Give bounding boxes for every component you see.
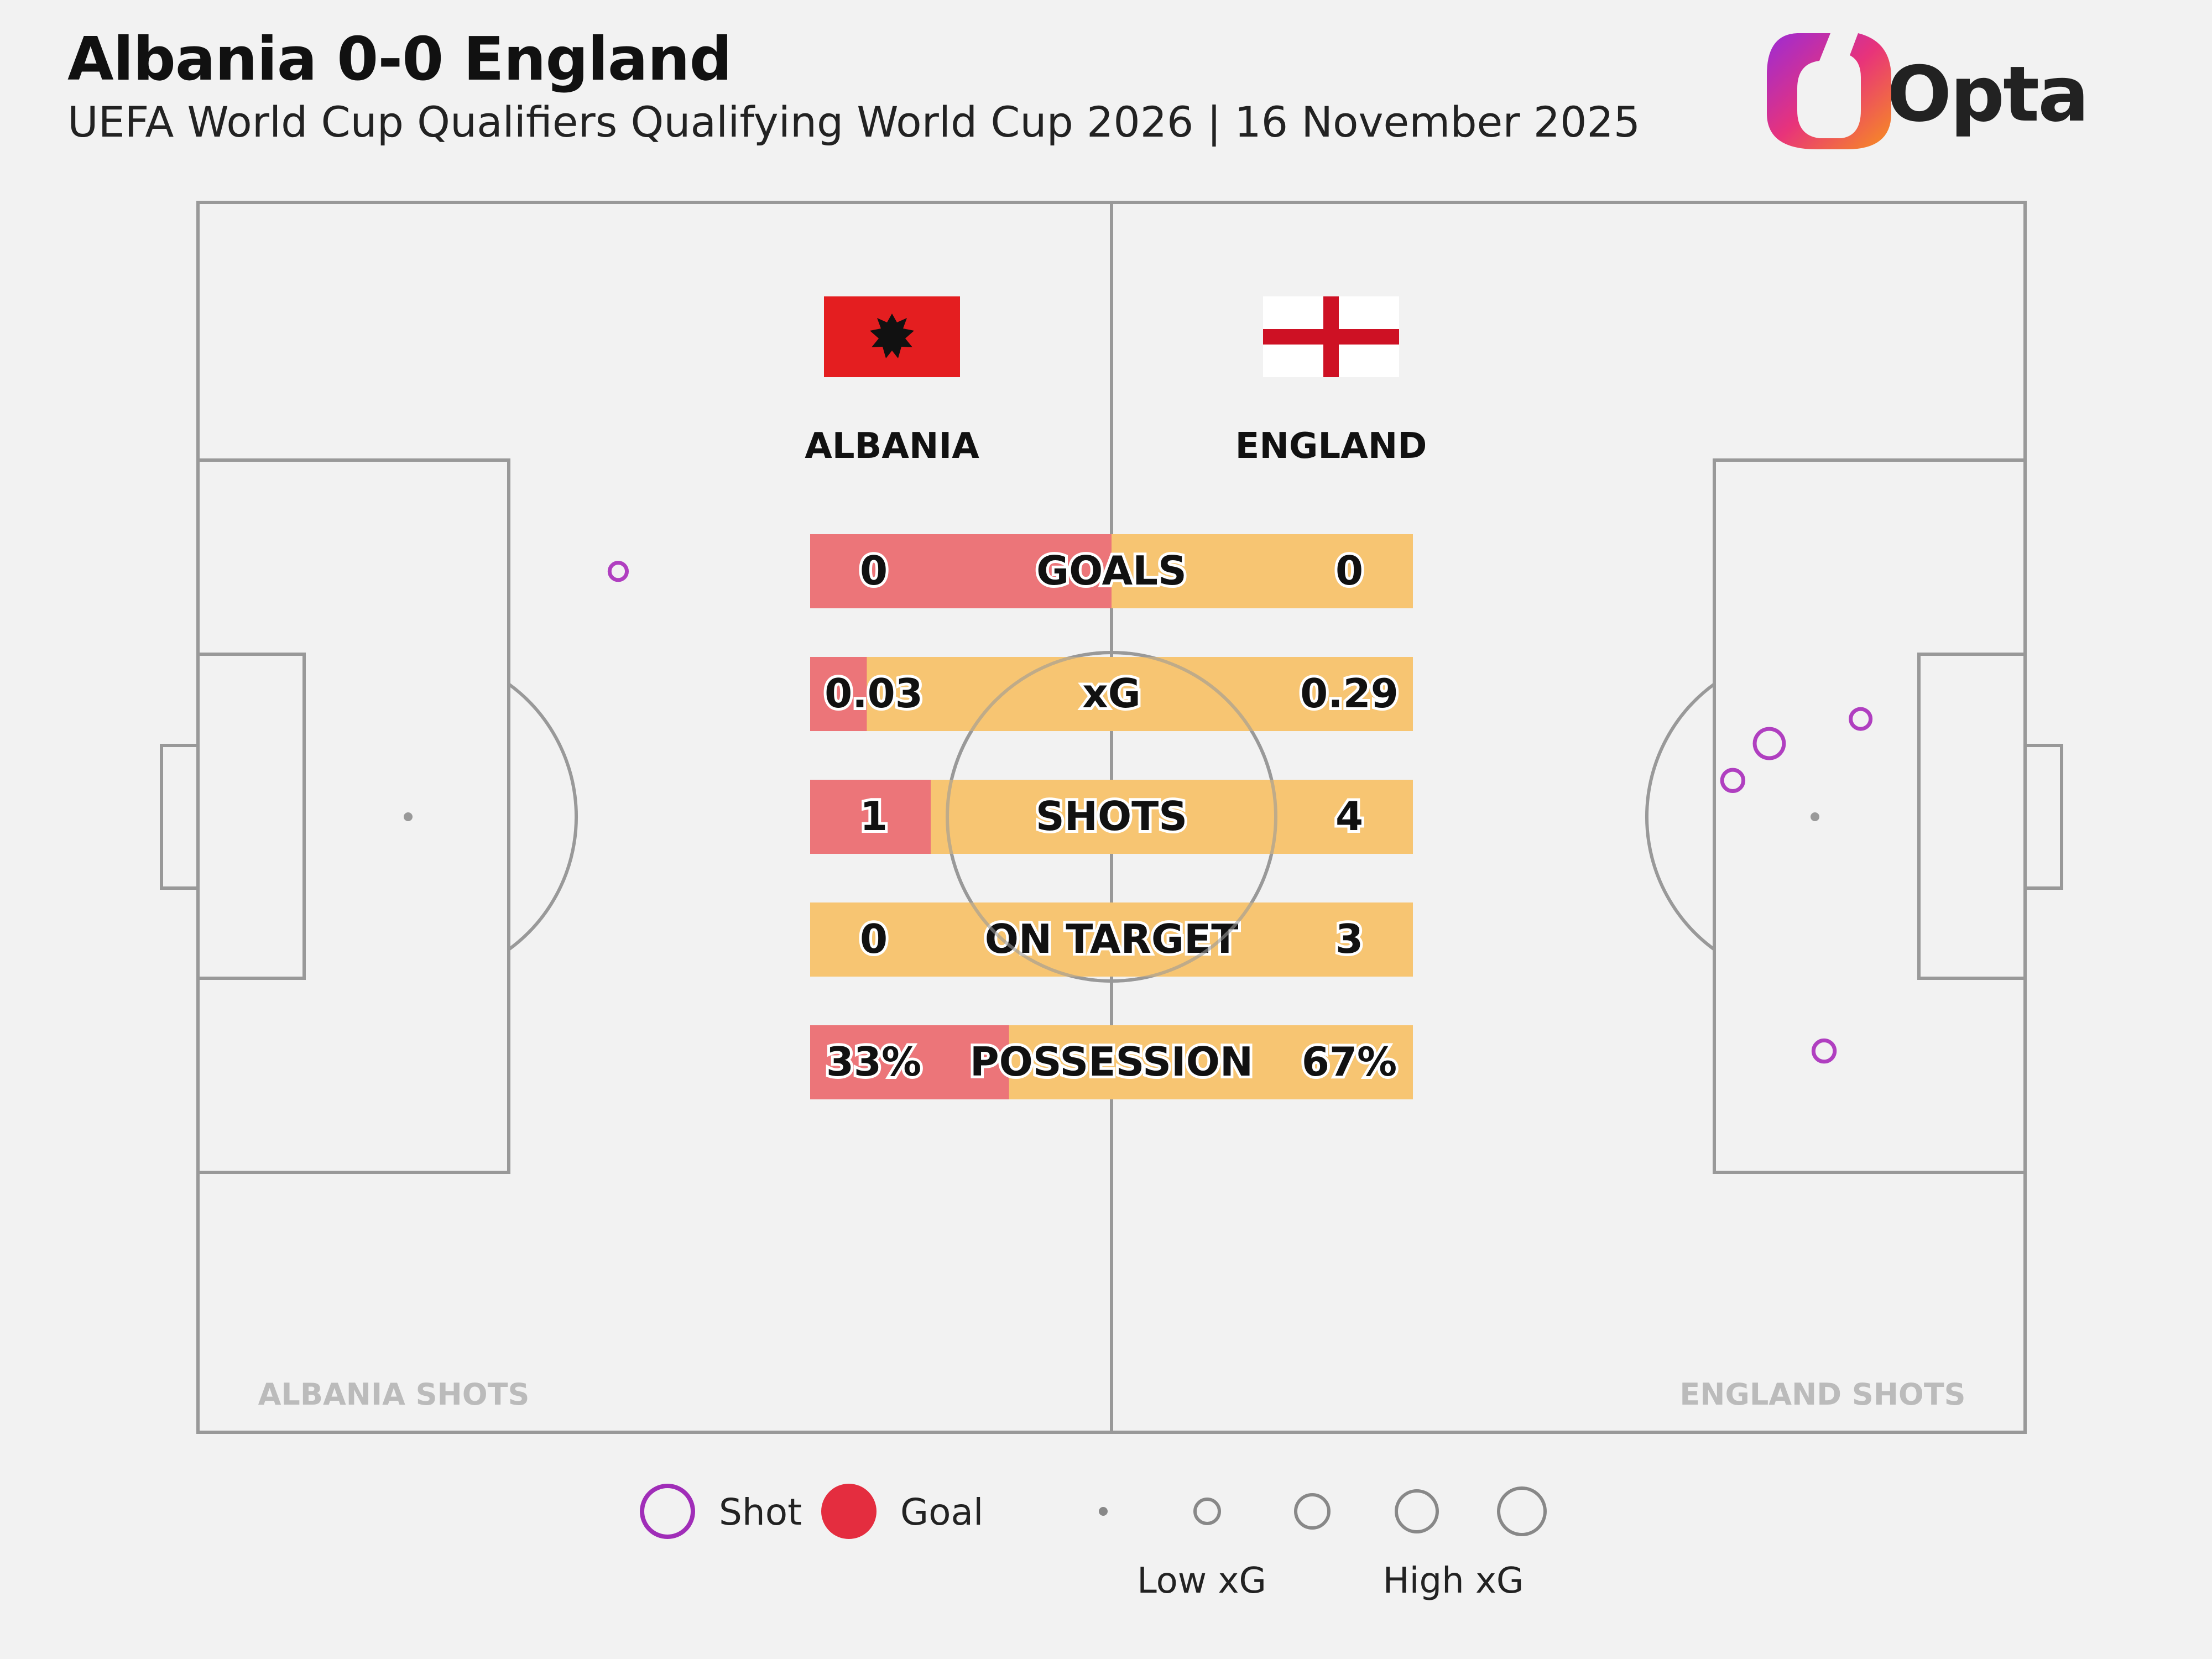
- away-stat-bar: [810, 902, 1413, 977]
- away-shots-label: ENGLAND SHOTS: [1679, 1377, 1965, 1412]
- left-six-yard-box: [196, 653, 306, 980]
- away-stat-value: 67%: [1302, 1039, 1397, 1085]
- left-goal: [160, 744, 200, 890]
- away-stat-value: 0.29: [1300, 670, 1399, 717]
- right-penalty-arc: [1645, 682, 1715, 951]
- away-stat-value: 4: [1335, 793, 1363, 839]
- chart-title: Albania 0-0 England: [67, 25, 732, 94]
- away-stat-bar: [810, 657, 1413, 731]
- chart-subtitle: UEFA World Cup Qualifiers Qualifying Wor…: [67, 97, 1641, 147]
- away-stat-value: 0: [1335, 547, 1363, 594]
- opta-logo-text: Opta: [1887, 50, 2089, 139]
- home-stat-value: 33%: [826, 1039, 921, 1085]
- legend-shot-label: Shot: [719, 1491, 802, 1533]
- home-stat-value: 1: [860, 793, 888, 839]
- home-stat-bar: [810, 1025, 1009, 1099]
- left-penalty-arc: [508, 682, 578, 951]
- home-stat-bar: [810, 534, 1112, 608]
- right-goal: [2023, 744, 2063, 890]
- legend-high-xg: High xG: [1383, 1561, 1524, 1601]
- away-stat-value: 3: [1335, 916, 1363, 962]
- stat-label: SHOTS: [1036, 793, 1187, 839]
- legend-goal-marker: [821, 1484, 877, 1539]
- home-shot-marker: [607, 561, 629, 582]
- left-penalty-spot: [404, 812, 413, 821]
- legend-low-xg: Low xG: [1137, 1561, 1266, 1601]
- legend: Shot Goal Low xG High xG: [640, 1484, 1547, 1601]
- opta-logo-icon: [1767, 33, 1891, 149]
- home-stat-bar: [810, 657, 867, 731]
- stats-table: 0 GOALS 00.03 xG 0.291 SHOTS 40 ON TARGET 333% PO…: [810, 534, 1413, 1099]
- albania-flag: [824, 296, 960, 377]
- away-shot-marker: [1811, 1038, 1837, 1064]
- right-penalty-spot: [1811, 812, 1819, 821]
- legend-xg-size-5: [1497, 1486, 1547, 1536]
- stat-label: POSSESSION: [970, 1039, 1253, 1085]
- home-stat-value: 0.03: [825, 670, 923, 717]
- away-shot-marker: [1720, 768, 1746, 793]
- home-shots-label: ALBANIA SHOTS: [258, 1377, 530, 1412]
- legend-xg-size-3: [1294, 1493, 1331, 1530]
- left-penalty-area: [196, 458, 510, 1174]
- legend-xg-size-2: [1193, 1498, 1221, 1525]
- away-team-name: ENGLAND: [1235, 426, 1427, 467]
- right-six-yard-box: [1917, 653, 2027, 980]
- legend-xg-size-1: [1099, 1507, 1108, 1516]
- away-shot-marker: [1849, 707, 1873, 731]
- shot-markers: [607, 561, 1873, 1064]
- home-stat-value: 0: [860, 547, 888, 594]
- england-flag: [1263, 296, 1399, 377]
- stat-label: GOALS: [1036, 547, 1187, 594]
- stat-label: xG: [1082, 670, 1141, 717]
- home-stat-value: 0: [860, 916, 888, 962]
- right-penalty-area: [1713, 458, 2027, 1174]
- centre-circle-overlay: [946, 651, 1277, 983]
- home-team-name: ALBANIA: [805, 426, 979, 467]
- away-shot-marker: [1752, 727, 1786, 760]
- legend-goal-label: Goal: [900, 1491, 983, 1533]
- home-stat-bar: [810, 780, 931, 854]
- legend-shot-marker: [640, 1484, 695, 1539]
- legend-xg-size-4: [1395, 1489, 1439, 1533]
